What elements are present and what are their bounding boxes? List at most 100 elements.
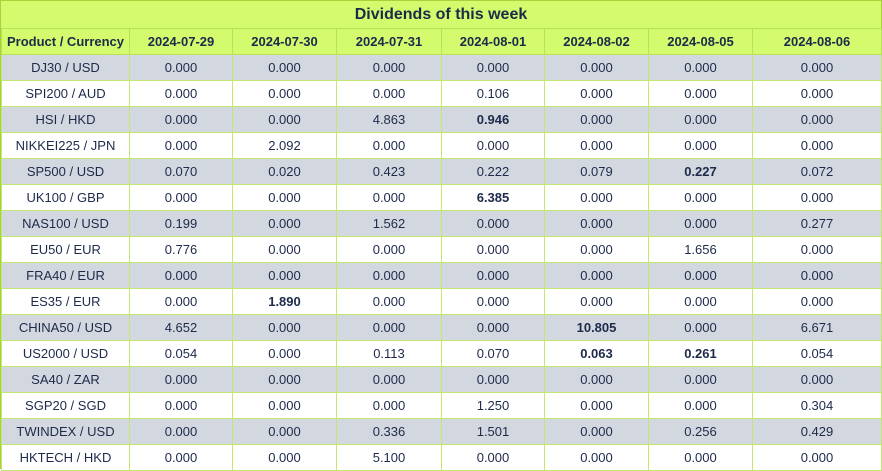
- dividend-value-cell: 0.000: [129, 106, 233, 133]
- dividend-value-cell: 0.000: [648, 54, 753, 81]
- dividend-value-cell: 0.000: [232, 366, 337, 393]
- column-header-product: Product / Currency: [1, 28, 130, 55]
- dividend-value-cell: 0.000: [544, 444, 649, 471]
- product-cell: NAS100 / USD: [1, 210, 130, 237]
- dividend-value-cell: 0.000: [441, 262, 545, 289]
- dividend-value-cell: 0.000: [648, 392, 753, 419]
- dividend-value-cell: 0.000: [544, 132, 649, 159]
- dividend-value-cell: 0.000: [544, 106, 649, 133]
- dividend-value-cell: 0.000: [648, 132, 753, 159]
- dividend-value-cell: 0.000: [752, 262, 882, 289]
- product-cell: SGP20 / SGD: [1, 392, 130, 419]
- dividend-value-cell: 0.000: [648, 444, 753, 471]
- column-header-date: 2024-07-29: [129, 28, 233, 55]
- dividend-value-cell: 0.000: [336, 80, 442, 107]
- dividend-value-cell: 0.000: [752, 54, 882, 81]
- table-row: EU50 / EUR 0.776 0.000 0.000 0.000 0.000 1.656…: [1, 236, 882, 263]
- dividend-value-cell: 10.805: [544, 314, 649, 341]
- dividend-value-cell: 0.000: [129, 184, 233, 211]
- product-cell: CHINA50 / USD: [1, 314, 130, 341]
- dividend-value-cell: 0.000: [752, 184, 882, 211]
- product-cell: SA40 / ZAR: [1, 366, 130, 393]
- dividend-value-cell: 0.020: [232, 158, 337, 185]
- dividend-value-cell: 0.070: [441, 340, 545, 367]
- dividend-value-cell: 0.000: [129, 262, 233, 289]
- dividend-value-cell: 4.652: [129, 314, 233, 341]
- dividend-value-cell: 0.000: [129, 418, 233, 445]
- dividend-value-cell: 0.000: [441, 132, 545, 159]
- dividend-value-cell: 0.000: [441, 314, 545, 341]
- table-row: US2000 / USD 0.054 0.000 0.113 0.070 0.063 0.2…: [1, 340, 882, 367]
- product-cell: FRA40 / EUR: [1, 262, 130, 289]
- dividend-value-cell: 0.054: [752, 340, 882, 367]
- dividend-value-cell: 0.000: [232, 210, 337, 237]
- dividend-value-cell: 0.000: [336, 54, 442, 81]
- dividend-value-cell: 0.199: [129, 210, 233, 237]
- dividend-value-cell: 0.304: [752, 392, 882, 419]
- dividend-value-cell: 0.000: [441, 444, 545, 471]
- dividend-value-cell: 0.256: [648, 418, 753, 445]
- dividend-value-cell: 0.070: [129, 158, 233, 185]
- table-title: Dividends of this week: [354, 6, 528, 23]
- table-row: TWINDEX / USD 0.000 0.000 0.336 1.501 0.000 0.…: [1, 418, 882, 445]
- dividend-value-cell: 0.336: [336, 418, 442, 445]
- dividend-value-cell: 0.222: [441, 158, 545, 185]
- table-row: HKTECH / HKD 0.000 0.000 5.100 0.000 0.000 0.0…: [1, 444, 882, 471]
- dividend-value-cell: 0.000: [336, 236, 442, 263]
- dividend-value-cell: 1.656: [648, 236, 753, 263]
- dividend-value-cell: 0.429: [752, 418, 882, 445]
- dividend-value-cell: 0.000: [336, 132, 442, 159]
- dividend-value-cell: 0.000: [232, 184, 337, 211]
- dividend-value-cell: 0.000: [752, 236, 882, 263]
- table-row: SGP20 / SGD 0.000 0.000 0.000 1.250 0.000 0.00…: [1, 392, 882, 419]
- dividend-value-cell: 0.000: [544, 54, 649, 81]
- dividend-value-cell: 2.092: [232, 132, 337, 159]
- dividend-value-cell: 0.000: [752, 106, 882, 133]
- dividend-value-cell: 5.100: [336, 444, 442, 471]
- dividend-value-cell: 0.000: [544, 366, 649, 393]
- dividend-value-cell: 0.000: [544, 184, 649, 211]
- dividend-value-cell: 0.000: [544, 236, 649, 263]
- product-cell: US2000 / USD: [1, 340, 130, 367]
- dividend-value-cell: 0.000: [232, 418, 337, 445]
- dividends-table: Product / Currency 2024-07-29 2024-07-30…: [1, 28, 882, 471]
- dividend-value-cell: 0.000: [336, 288, 442, 315]
- dividend-value-cell: 0.000: [752, 288, 882, 315]
- product-cell: HSI / HKD: [1, 106, 130, 133]
- dividend-value-cell: 0.106: [441, 80, 545, 107]
- table-row: DJ30 / USD 0.000 0.000 0.000 0.000 0.000 0.000…: [1, 54, 882, 81]
- dividend-value-cell: 0.946: [441, 106, 545, 133]
- dividend-value-cell: 0.000: [441, 236, 545, 263]
- dividend-value-cell: 0.000: [648, 184, 753, 211]
- dividend-value-cell: 0.000: [232, 106, 337, 133]
- dividend-value-cell: 1.562: [336, 210, 442, 237]
- dividend-value-cell: 0.079: [544, 158, 649, 185]
- product-cell: NIKKEI225 / JPN: [1, 132, 130, 159]
- column-header-date: 2024-08-05: [648, 28, 753, 55]
- dividend-value-cell: 0.000: [232, 392, 337, 419]
- dividend-value-cell: 6.385: [441, 184, 545, 211]
- dividend-value-cell: 0.000: [648, 288, 753, 315]
- dividend-value-cell: 0.000: [544, 288, 649, 315]
- dividend-value-cell: 0.277: [752, 210, 882, 237]
- product-cell: SP500 / USD: [1, 158, 130, 185]
- table-row: UK100 / GBP 0.000 0.000 0.000 6.385 0.000 0.00…: [1, 184, 882, 211]
- dividend-value-cell: 0.000: [752, 132, 882, 159]
- dividend-value-cell: 0.000: [441, 210, 545, 237]
- product-cell: SPI200 / AUD: [1, 80, 130, 107]
- dividend-value-cell: 0.000: [232, 80, 337, 107]
- column-header-date: 2024-08-06: [752, 28, 882, 55]
- dividend-value-cell: 0.776: [129, 236, 233, 263]
- product-cell: UK100 / GBP: [1, 184, 130, 211]
- dividend-value-cell: 0.000: [648, 366, 753, 393]
- dividend-value-cell: 0.072: [752, 158, 882, 185]
- dividend-value-cell: 0.054: [129, 340, 233, 367]
- dividend-value-cell: 0.113: [336, 340, 442, 367]
- dividend-value-cell: 0.000: [336, 262, 442, 289]
- dividend-value-cell: 6.671: [752, 314, 882, 341]
- dividend-value-cell: 0.000: [441, 366, 545, 393]
- product-cell: TWINDEX / USD: [1, 418, 130, 445]
- dividend-value-cell: 0.000: [441, 288, 545, 315]
- product-cell: EU50 / EUR: [1, 236, 130, 263]
